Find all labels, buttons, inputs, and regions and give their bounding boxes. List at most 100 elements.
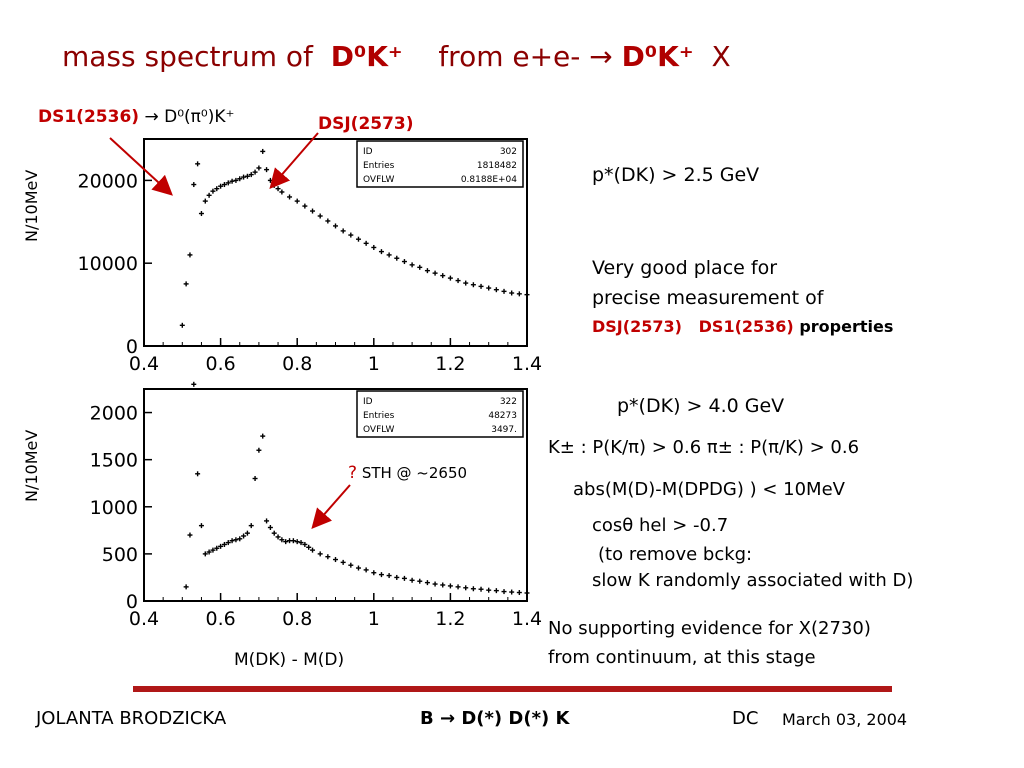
bottom-data-point — [195, 471, 201, 477]
bottom-data-point — [221, 541, 227, 547]
top-data-point — [187, 252, 193, 258]
top-data-point — [348, 232, 354, 238]
top-data-point — [470, 282, 476, 288]
bottom-ytick-label: 500 — [102, 544, 138, 566]
bottom-data-point — [237, 536, 243, 542]
sth-arrow — [311, 484, 351, 530]
place-line1: Very good place for — [592, 257, 777, 279]
top-data-point — [310, 208, 316, 214]
ds1-decay: → D⁰(π⁰)K⁺ — [144, 107, 235, 127]
bottom-data-point — [225, 540, 231, 546]
top-data-point — [447, 275, 453, 281]
top-data-point — [440, 273, 446, 279]
bottom-stats-key: Entries — [363, 411, 395, 421]
top-data-point — [244, 173, 250, 179]
top-xtick-label: 0.8 — [282, 353, 312, 375]
top-data-point — [202, 198, 208, 204]
top-data-point — [218, 183, 224, 189]
top-data-point — [516, 291, 522, 297]
top-data-point — [195, 161, 201, 167]
top-ytick-label: 20000 — [78, 170, 138, 192]
bottom-xtick-label: 1.4 — [512, 608, 542, 630]
bottom-data-point — [218, 543, 224, 549]
bottom-data-point — [394, 574, 400, 580]
cut1-text: p*(DK) > 2.5 GeV — [592, 164, 760, 186]
ds1-label: DS1(2536) — [38, 107, 140, 127]
top-data-point — [260, 148, 266, 154]
bottom-data-point — [447, 583, 453, 589]
top-data-point — [378, 249, 384, 255]
top-data-point — [264, 167, 270, 173]
top-data-point — [279, 189, 285, 195]
bottom-data-point — [524, 590, 530, 596]
dsj-mention: DSJ(2573) — [592, 317, 682, 336]
top-stats-key: Entries — [363, 161, 395, 171]
top-data-point — [183, 281, 189, 287]
top-xtick-label: 0.6 — [205, 353, 235, 375]
footer-author: JOLANTA BRODZICKA — [36, 708, 227, 729]
bottom-data-point — [298, 540, 304, 546]
title-part3: X — [711, 40, 731, 73]
bottom-data-point — [501, 589, 507, 595]
top-axis-ticks: 0.4 0.6 0.8 1 1.2 1.4 0 10000 20000 — [78, 170, 543, 375]
top-stats-key: OVFLW — [363, 175, 394, 185]
top-xtick-label: 1.4 — [512, 353, 542, 375]
top-data-point — [501, 288, 507, 294]
place-line3: DSJ(2573) DS1(2536) properties — [592, 317, 893, 336]
bottom-data-point — [340, 559, 346, 565]
top-data-point — [198, 211, 204, 217]
top-data-point — [509, 290, 515, 296]
bottom-data-point — [191, 381, 197, 387]
properties-word: properties — [799, 317, 894, 336]
bottom-data-point — [294, 539, 300, 545]
bottom-data-point — [275, 534, 281, 540]
top-data-point — [486, 285, 492, 291]
bottom-data-point — [306, 544, 312, 550]
bottom-data-point — [267, 525, 273, 531]
top-data-points — [179, 148, 530, 328]
bottom-ytick-label: 1500 — [90, 450, 138, 472]
top-data-point — [237, 176, 243, 182]
bottom-data-point — [302, 541, 308, 547]
bottom-data-point — [310, 547, 316, 553]
top-data-point — [333, 223, 338, 229]
top-data-point — [256, 165, 262, 171]
bottom-data-point — [260, 433, 266, 439]
bottom-stats-key: OVFLW — [363, 425, 394, 435]
top-data-point — [463, 280, 469, 286]
top-data-point — [206, 192, 212, 198]
bottom-data-point — [206, 549, 212, 555]
bottom-data-point — [417, 578, 423, 584]
bottom-stats-value: 3497. — [491, 425, 517, 435]
title-dk1: D⁰K⁺ — [330, 40, 403, 73]
bottom-data-point — [493, 588, 499, 594]
bottom-data-point — [325, 554, 331, 560]
top-stats-key: ID — [363, 147, 373, 157]
bottom-xtick-label: 1.2 — [435, 608, 465, 630]
bottom-ytick-label: 0 — [126, 591, 138, 613]
bottom-data-point — [470, 586, 476, 592]
top-ytick-label: 10000 — [78, 253, 138, 275]
top-data-point — [355, 236, 361, 242]
ds1-mention: DS1(2536) — [698, 317, 794, 336]
title-dk2: D⁰K⁺ — [621, 40, 694, 73]
bottom-stats-value: 48273 — [488, 411, 517, 421]
bottom-data-point — [478, 586, 484, 592]
footer-topic: B → D(*) D(*) K — [420, 708, 570, 729]
remove-line2: slow K randomly associated with D) — [592, 570, 914, 591]
bottom-data-point — [409, 577, 415, 583]
bottom-xtick-label: 0.6 — [205, 608, 235, 630]
ds1-annotation: DS1(2536) → D⁰(π⁰)K⁺ — [38, 107, 234, 127]
top-data-point — [424, 268, 430, 274]
sth-question: ? — [348, 463, 358, 483]
bottom-data-points — [183, 381, 530, 596]
bottom-data-point — [378, 572, 384, 578]
bottom-data-point — [432, 581, 438, 587]
top-data-point — [179, 322, 185, 328]
pid-cut-text: K± : P(K/π) > 0.6 π± : P(π/K) > 0.6 — [548, 437, 860, 458]
bottom-data-point — [198, 523, 204, 529]
bottom-data-point — [317, 551, 323, 557]
bottom-xtick-label: 1 — [368, 608, 380, 630]
mass-cut-text: abs(M(D)-M(DPDG) ) < 10MeV — [573, 479, 845, 500]
